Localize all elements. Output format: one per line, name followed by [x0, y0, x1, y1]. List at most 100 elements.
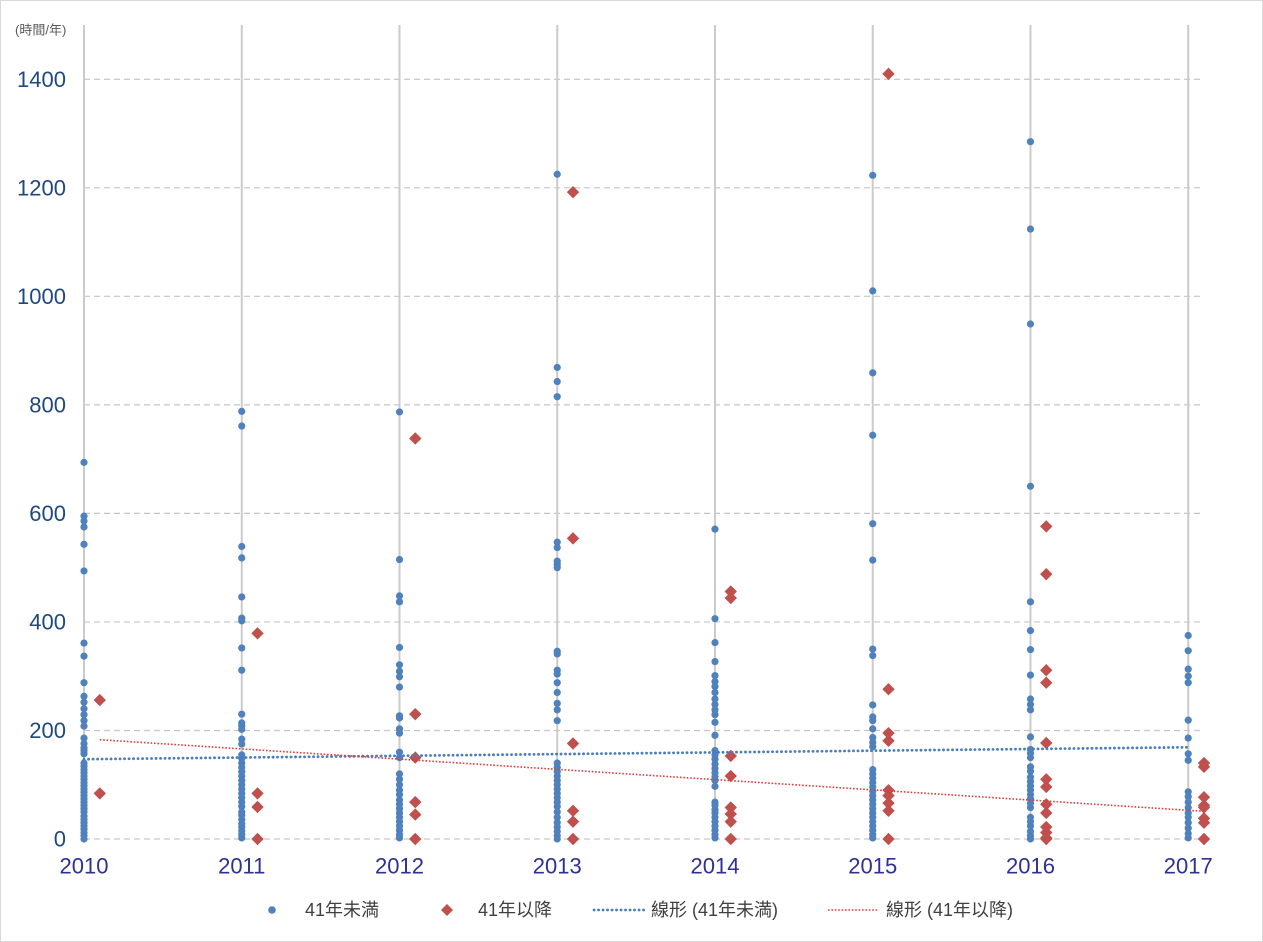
- x-tick-label: 2016: [1006, 854, 1055, 879]
- data-point-under-41: [80, 523, 88, 531]
- data-point-under-41: [711, 615, 719, 623]
- data-point-under-41: [1184, 803, 1192, 812]
- data-point-under-41: [395, 683, 404, 691]
- data-point-under-41: [238, 666, 246, 674]
- data-point-under-41: [553, 393, 561, 401]
- data-point-41-onward: [409, 832, 422, 846]
- data-point-under-41: [869, 834, 877, 842]
- data-point-under-41: [1184, 734, 1192, 742]
- data-point-under-41: [711, 711, 719, 719]
- data-point-41-onward: [566, 185, 580, 199]
- data-point-under-41: [553, 538, 561, 546]
- data-point-under-41: [1184, 819, 1192, 827]
- data-point-under-41: [711, 682, 719, 691]
- legend-item-trend-under-41: 線形 (41年未満): [592, 900, 778, 920]
- data-point-under-41: [869, 431, 877, 439]
- data-point-under-41: [395, 673, 404, 681]
- data-point-under-41: [395, 555, 404, 564]
- data-point-41-onward: [724, 807, 737, 821]
- data-point-41-onward: [1040, 780, 1053, 794]
- data-point-under-41: [395, 714, 404, 722]
- data-point-41-onward: [724, 815, 737, 828]
- data-point-under-41: [869, 651, 877, 660]
- data-point-under-41: [1184, 824, 1192, 832]
- data-point-under-41: [1184, 665, 1192, 673]
- data-point-under-41: [711, 657, 719, 666]
- data-point-under-41: [553, 802, 561, 811]
- data-point-under-41: [395, 729, 404, 737]
- y-axis-tick-labels: 0 200 400 600 800 1000 1200 1400: [17, 67, 66, 852]
- data-point-under-41: [1184, 793, 1192, 801]
- y-tick-label: 1000: [17, 284, 66, 309]
- data-point-41-onward: [882, 67, 895, 81]
- data-point-41-onward: [566, 532, 580, 545]
- data-point-under-41: [80, 705, 88, 713]
- data-point-under-41: [238, 710, 246, 718]
- data-point-41-onward: [1040, 676, 1053, 689]
- legend: 41年未満 41年以降 線形 (41年未満) 線形 (41年以降): [268, 900, 1013, 920]
- data-point-under-41: [80, 458, 88, 466]
- data-point-41-onward: [409, 808, 422, 821]
- data-point-under-41: [553, 170, 561, 178]
- data-point-under-41: [1184, 750, 1192, 758]
- data-point-41-onward: [724, 769, 737, 783]
- y-tick-label: 200: [29, 718, 66, 743]
- data-point-41-onward: [1040, 567, 1053, 581]
- data-point-under-41: [80, 679, 88, 687]
- data-point-under-41: [553, 363, 561, 372]
- data-point-41-onward: [409, 707, 422, 721]
- data-point-41-onward: [409, 795, 422, 809]
- x-tick-label: 2010: [60, 854, 109, 879]
- data-point-under-41: [1026, 700, 1035, 709]
- data-point-under-41: [238, 617, 246, 625]
- data-point-41-onward: [566, 737, 580, 750]
- data-point-under-41: [80, 750, 88, 758]
- data-point-under-41: [238, 802, 246, 811]
- data-point-under-41: [1184, 813, 1192, 821]
- data-point-under-41: [238, 740, 246, 748]
- data-point-under-41: [553, 670, 561, 678]
- series-under-41: [80, 138, 1192, 843]
- data-point-under-41: [395, 748, 404, 756]
- data-point-under-41: [1026, 671, 1035, 679]
- data-point-under-41: [1184, 679, 1192, 687]
- data-point-under-41: [1184, 672, 1192, 680]
- data-point-under-41: [395, 775, 404, 783]
- data-point-under-41: [1184, 798, 1192, 806]
- data-point-under-41: [711, 525, 719, 533]
- data-point-41-onward: [93, 693, 106, 707]
- data-point-under-41: [869, 743, 877, 751]
- data-point-under-41: [869, 701, 877, 709]
- data-point-under-41: [80, 692, 88, 700]
- data-point-under-41: [711, 700, 719, 709]
- data-point-41-onward: [1040, 832, 1053, 846]
- data-point-under-41: [238, 593, 246, 601]
- data-point-under-41: [1026, 598, 1035, 606]
- data-point-under-41: [1184, 647, 1192, 655]
- data-point-under-41: [238, 542, 246, 551]
- data-point-under-41: [80, 567, 88, 575]
- data-point-under-41: [1026, 706, 1035, 714]
- data-point-under-41: [80, 717, 88, 725]
- data-point-under-41: [711, 718, 719, 726]
- data-point-under-41: [1184, 716, 1192, 724]
- data-point-under-41: [553, 543, 561, 552]
- data-point-under-41: [1026, 138, 1035, 146]
- data-point-under-41: [1026, 803, 1035, 812]
- data-point-under-41: [1026, 482, 1035, 490]
- data-point-41-onward: [1197, 816, 1211, 829]
- data-point-under-41: [711, 638, 719, 647]
- data-point-under-41: [869, 171, 877, 179]
- legend-marker-41-onward: [441, 904, 453, 916]
- y-tick-label: 800: [29, 392, 66, 417]
- data-point-under-41: [1026, 822, 1035, 830]
- data-point-41-onward: [1040, 806, 1053, 820]
- data-point-under-41: [80, 517, 88, 525]
- data-point-under-41: [869, 287, 877, 295]
- data-point-under-41: [238, 644, 246, 652]
- legend-label-trend-under-41: 線形 (41年未満): [651, 900, 778, 920]
- data-point-under-41: [395, 592, 404, 600]
- data-point-under-41: [1026, 646, 1035, 654]
- data-point-41-onward: [1040, 736, 1053, 750]
